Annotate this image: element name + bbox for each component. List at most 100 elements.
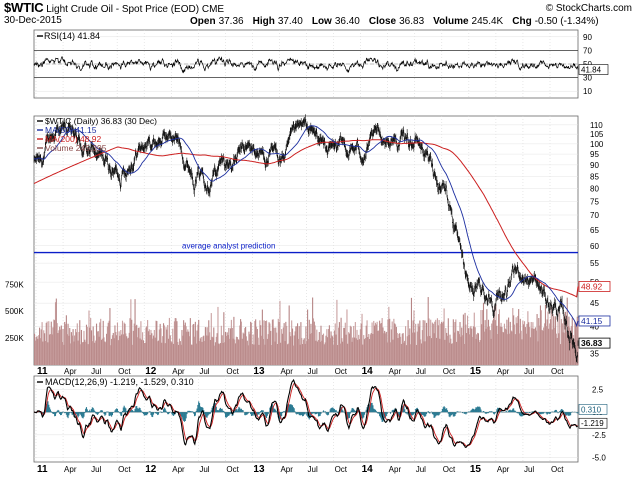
volume-bar (274, 341, 276, 365)
macd-histogram-bar (475, 407, 477, 413)
x-axis-label-0: 11 (37, 366, 48, 377)
volume-bar (186, 331, 188, 365)
rsi-last-value-label: 41.84 (581, 66, 602, 75)
macd-histogram-bar (116, 408, 119, 413)
volume-bar (111, 335, 113, 365)
macd-histogram-bar (473, 409, 475, 413)
volume-bar (534, 327, 536, 365)
volume-bar (265, 321, 267, 365)
volume-bar (435, 319, 437, 365)
volume-bar (122, 334, 124, 365)
volume-bar (320, 325, 322, 365)
macd-histogram-bar (436, 412, 438, 416)
price-tick-label: 85 (590, 172, 599, 181)
volume-bar (391, 321, 393, 365)
volume-bar (441, 321, 443, 365)
volume-bar (312, 318, 315, 365)
volume-bar (97, 331, 99, 365)
volume-bar (193, 323, 195, 365)
volume-bar (489, 330, 491, 365)
volume-bar (234, 339, 236, 365)
macd-histogram-bar (51, 412, 53, 413)
macd-histogram-bar (292, 407, 294, 413)
macd-histogram-bar (457, 411, 459, 413)
volume-bar (559, 312, 561, 365)
volume-bar (106, 326, 108, 365)
volume-bar (428, 318, 430, 365)
macd-histogram-bar (479, 407, 481, 413)
volume-bar (317, 341, 319, 365)
macd-histogram-bar (188, 410, 191, 413)
macd-histogram-bar (80, 412, 82, 415)
macd-histogram-bar (482, 411, 485, 413)
volume-bar (431, 322, 433, 365)
volume-bar (232, 338, 234, 365)
volume-bar (405, 326, 407, 365)
macd-histogram-bar (179, 412, 181, 415)
volume-bar (384, 330, 386, 365)
volume-bar (468, 334, 470, 365)
x-axis-label-1: Apr (64, 465, 77, 474)
volume-bar (236, 337, 238, 365)
macd-histogram-bar (322, 410, 325, 413)
macd-histogram-bar (65, 412, 67, 415)
price-last-label-2: 36.83 (581, 338, 603, 348)
macd-histogram-bar (374, 409, 376, 413)
volume-bar (478, 342, 480, 365)
volume-bar (178, 344, 180, 365)
macd-histogram-bar (453, 412, 455, 417)
macd-histogram-bar (130, 410, 132, 413)
volume-bar (198, 319, 200, 365)
volume-bar (162, 323, 165, 365)
volume-bar (524, 327, 526, 365)
volume-bar (499, 326, 501, 365)
volume-bar (312, 297, 314, 365)
macd-histogram-bar (375, 410, 377, 413)
macd-histogram-bar (46, 401, 48, 413)
macd-histogram-bar (220, 409, 222, 413)
volume-bar (65, 315, 67, 365)
volume-bar (77, 340, 79, 365)
volume-bar (279, 300, 281, 365)
macd-histogram-bar (476, 407, 478, 413)
chart-date: 30-Dec-2015 (4, 15, 62, 26)
volume-bar (316, 329, 318, 365)
volume-bar (80, 344, 82, 365)
volume-bar (70, 332, 72, 365)
macd-histogram-bar (54, 412, 57, 416)
volume-bar (249, 334, 251, 365)
macd-histogram-bar (559, 411, 561, 413)
volume-bar (241, 338, 243, 365)
macd-histogram-bar (335, 409, 337, 413)
volume-bar (60, 325, 62, 365)
volume-bar (110, 345, 112, 365)
volume-bar (355, 338, 357, 365)
macd-histogram-bar (276, 411, 278, 413)
volume-bar (473, 312, 475, 365)
volume-bar (541, 329, 543, 365)
volume-bar (487, 326, 489, 365)
volume-bar (153, 330, 155, 365)
volume-bar (403, 342, 405, 365)
macd-histogram-bar (283, 411, 285, 413)
volume-bar (460, 336, 462, 365)
rsi-tick-label: 90 (583, 33, 592, 42)
macd-histogram-bar (547, 412, 549, 414)
macd-histogram-bar (296, 412, 299, 414)
macd-histogram-bar (461, 412, 464, 414)
volume-bar (461, 327, 463, 365)
volume-bar (369, 339, 371, 365)
volume-bar (142, 332, 144, 365)
volume-bar (451, 343, 453, 365)
macd-histogram-bar (508, 410, 510, 413)
x-axis-label-7: Oct (226, 367, 239, 376)
macd-histogram-bar (376, 412, 378, 413)
macd-histogram-bar (250, 412, 252, 415)
volume-bar (549, 323, 551, 365)
macd-histogram-bar (181, 412, 183, 418)
macd-histogram-bar (513, 408, 515, 413)
volume-bar (161, 342, 163, 365)
macd-histogram-bar (399, 412, 401, 416)
macd-histogram-bar (474, 408, 476, 413)
macd-histogram-bar (201, 407, 203, 413)
